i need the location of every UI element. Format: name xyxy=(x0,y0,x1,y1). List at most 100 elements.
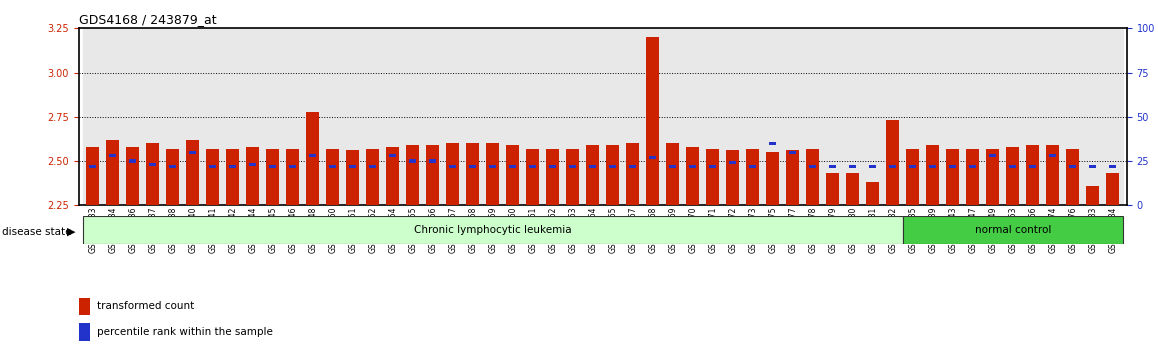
Bar xyxy=(226,149,240,205)
Bar xyxy=(1042,28,1063,205)
Bar xyxy=(343,28,362,205)
Bar xyxy=(643,28,662,205)
Bar xyxy=(329,165,336,168)
Bar xyxy=(769,142,776,145)
Bar xyxy=(666,143,680,205)
Bar xyxy=(203,28,222,205)
Bar xyxy=(889,165,896,168)
Bar xyxy=(609,165,616,168)
Bar xyxy=(886,120,900,205)
Bar xyxy=(362,28,383,205)
Bar xyxy=(866,182,879,205)
Bar xyxy=(423,28,442,205)
Bar xyxy=(669,165,676,168)
Bar xyxy=(1009,165,1017,168)
Bar xyxy=(849,165,856,168)
Bar xyxy=(243,28,263,205)
Bar xyxy=(109,154,116,157)
Bar xyxy=(406,145,419,205)
Bar xyxy=(623,28,643,205)
Bar xyxy=(767,152,779,205)
Bar xyxy=(549,165,556,168)
Bar xyxy=(1090,165,1097,168)
Bar xyxy=(222,28,243,205)
Bar xyxy=(1063,28,1083,205)
Bar xyxy=(566,149,579,205)
Bar xyxy=(589,165,596,168)
Bar xyxy=(903,216,1123,244)
Bar xyxy=(802,28,822,205)
Bar xyxy=(962,28,983,205)
Bar xyxy=(323,28,343,205)
Bar xyxy=(706,149,719,205)
Bar xyxy=(1029,165,1036,168)
Bar xyxy=(943,28,962,205)
Bar xyxy=(89,165,96,168)
Bar xyxy=(1023,28,1042,205)
Bar xyxy=(687,147,699,205)
Bar xyxy=(742,28,763,205)
Bar xyxy=(929,165,937,168)
Bar xyxy=(1046,145,1060,205)
Bar xyxy=(926,145,939,205)
Bar xyxy=(346,150,359,205)
Bar xyxy=(607,145,620,205)
Bar xyxy=(966,149,980,205)
Bar xyxy=(366,149,379,205)
Bar xyxy=(483,28,503,205)
Bar xyxy=(786,150,799,205)
Bar xyxy=(1109,165,1116,168)
Bar xyxy=(626,143,639,205)
Text: disease state: disease state xyxy=(2,227,72,237)
Bar xyxy=(650,156,657,159)
Bar xyxy=(167,149,179,205)
Bar xyxy=(1003,28,1023,205)
Text: percentile rank within the sample: percentile rank within the sample xyxy=(97,327,273,337)
Bar xyxy=(783,28,802,205)
Bar xyxy=(749,165,756,168)
Bar xyxy=(543,28,563,205)
Bar xyxy=(662,28,683,205)
Bar xyxy=(946,149,959,205)
Bar xyxy=(266,149,279,205)
Bar xyxy=(843,28,863,205)
Bar xyxy=(350,165,357,168)
Bar xyxy=(789,151,797,154)
Bar xyxy=(1006,147,1019,205)
Bar xyxy=(602,28,623,205)
Text: transformed count: transformed count xyxy=(97,302,195,312)
Bar xyxy=(286,149,299,205)
Bar xyxy=(989,154,996,157)
Bar xyxy=(82,216,903,244)
Bar xyxy=(247,147,259,205)
Bar xyxy=(409,160,417,163)
Bar xyxy=(389,154,396,157)
Bar xyxy=(1067,149,1079,205)
Bar xyxy=(210,165,217,168)
Bar xyxy=(1069,165,1076,168)
Bar xyxy=(463,28,483,205)
Bar xyxy=(169,165,176,168)
Bar xyxy=(923,28,943,205)
Bar xyxy=(263,28,283,205)
Bar xyxy=(689,165,696,168)
Bar xyxy=(302,28,323,205)
Bar xyxy=(189,151,197,154)
Bar xyxy=(489,165,497,168)
Bar xyxy=(283,28,302,205)
Bar xyxy=(646,37,659,205)
Bar xyxy=(522,28,543,205)
Bar xyxy=(142,28,163,205)
Bar xyxy=(249,163,256,166)
Bar xyxy=(387,147,400,205)
Bar xyxy=(430,160,437,163)
Bar xyxy=(469,165,476,168)
Bar xyxy=(903,28,923,205)
Bar xyxy=(163,28,183,205)
Bar xyxy=(383,28,403,205)
Bar xyxy=(547,149,559,205)
Bar xyxy=(1086,186,1099,205)
Bar xyxy=(79,298,90,315)
Bar xyxy=(149,163,156,166)
Bar xyxy=(306,112,320,205)
